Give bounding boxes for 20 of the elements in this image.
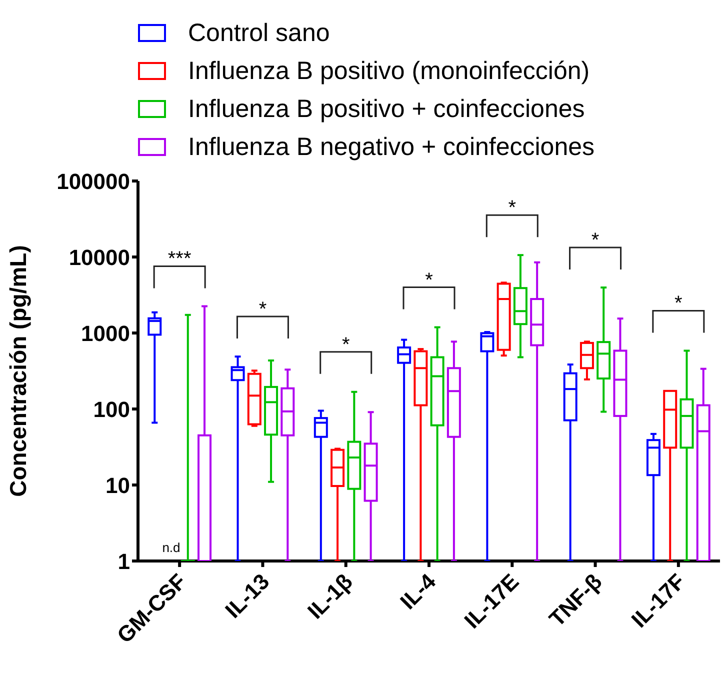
legend-label: Control sano (188, 18, 330, 49)
annotation: * (508, 197, 516, 220)
y-tick-label: 10000 (68, 244, 130, 270)
y-axis-title: Concentración (pg/mL) (5, 245, 32, 497)
y-tick-label: 10 (106, 472, 130, 498)
y-tick-label: 1000 (81, 320, 130, 346)
x-tick-label: IL-4 (395, 568, 442, 614)
y-tick-label: 100000 (56, 168, 130, 194)
y-tick-label: 1 (118, 548, 130, 574)
y-tick-label: 100 (93, 396, 130, 422)
annotation: * (425, 269, 434, 292)
annotation: * (342, 334, 350, 356)
annotation: * (591, 229, 600, 252)
annotation: * (258, 298, 267, 321)
legend-label: Influenza B positivo + coinfecciones (188, 94, 585, 125)
annotation: * (674, 292, 683, 315)
legend-label: Influenza B positivo (monoinfección) (188, 56, 590, 87)
annotation: *** (168, 248, 192, 270)
legend-label: Influenza B negativo + coinfecciones (188, 132, 595, 163)
annotation: n.d (162, 540, 180, 555)
